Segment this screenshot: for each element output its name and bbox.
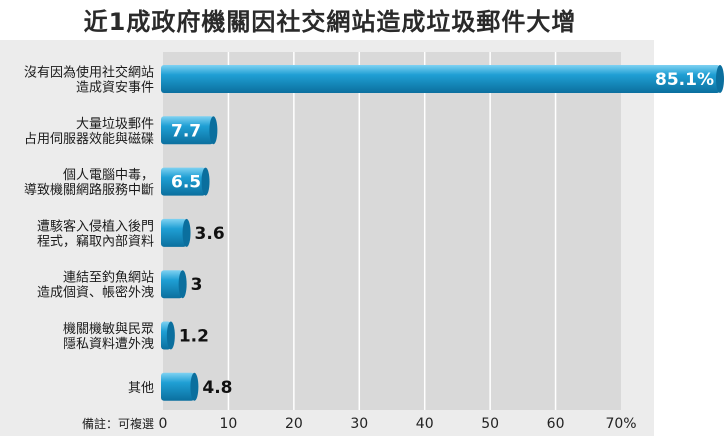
- footnote: 備註：可複選: [82, 416, 154, 431]
- category-label: 大量垃圾郵件: [76, 117, 154, 132]
- value-label: 85.1%: [655, 70, 714, 90]
- category-label: 占用伺服器效能與磁碟: [24, 132, 154, 147]
- bar: [161, 218, 187, 247]
- bar-end-cap: [209, 116, 218, 145]
- category-label: 導致機關網路服務中斷: [24, 182, 154, 198]
- category-label: 隱私資料遭外洩: [63, 337, 154, 352]
- category-label: 造成個資、帳密外洩: [37, 285, 154, 301]
- bar: [161, 270, 183, 299]
- value-label: 4.8: [202, 378, 232, 398]
- category-label: 遭駭客入侵植入後門: [37, 218, 154, 234]
- category-label: 造成資安事件: [76, 81, 154, 96]
- value-label: 6.5: [171, 173, 201, 193]
- bar: [161, 116, 214, 145]
- bar-end-cap: [201, 167, 210, 196]
- bar-end-cap: [182, 218, 191, 247]
- category-label: 程式，竊取內部資料: [37, 233, 154, 249]
- bar: [161, 372, 195, 401]
- x-tick-label: 50: [481, 416, 499, 432]
- bar-end-cap: [166, 321, 175, 350]
- category-label: 個人電腦中毒，: [63, 168, 154, 183]
- plot-area: [163, 52, 621, 410]
- value-label: 3: [191, 275, 203, 295]
- bar-end-cap: [178, 270, 187, 299]
- category-label: 連結至釣魚網站: [63, 270, 154, 286]
- x-tick-label: 40: [416, 416, 434, 432]
- value-label: 7.7: [171, 121, 201, 141]
- bar-end-cap: [716, 65, 724, 93]
- x-tick-label: 70%: [605, 416, 636, 432]
- x-tick-label: 30: [350, 416, 368, 432]
- x-tick-label: 60: [547, 416, 565, 432]
- bar: [161, 167, 206, 196]
- chart-title: 近1成政府機關因社交網站造成垃圾郵件大增: [83, 8, 577, 36]
- x-tick-label: 0: [159, 416, 168, 432]
- category-label: 機關機敏與民眾: [63, 322, 154, 337]
- bar: [161, 65, 720, 93]
- x-tick-label: 10: [220, 416, 238, 432]
- x-tick-label: 20: [285, 416, 303, 432]
- category-label: 沒有因為使用社交網站: [24, 65, 154, 81]
- value-label: 3.6: [195, 224, 225, 244]
- category-label: 其他: [128, 381, 154, 396]
- bar-end-cap: [190, 372, 199, 401]
- value-label: 1.2: [179, 327, 209, 347]
